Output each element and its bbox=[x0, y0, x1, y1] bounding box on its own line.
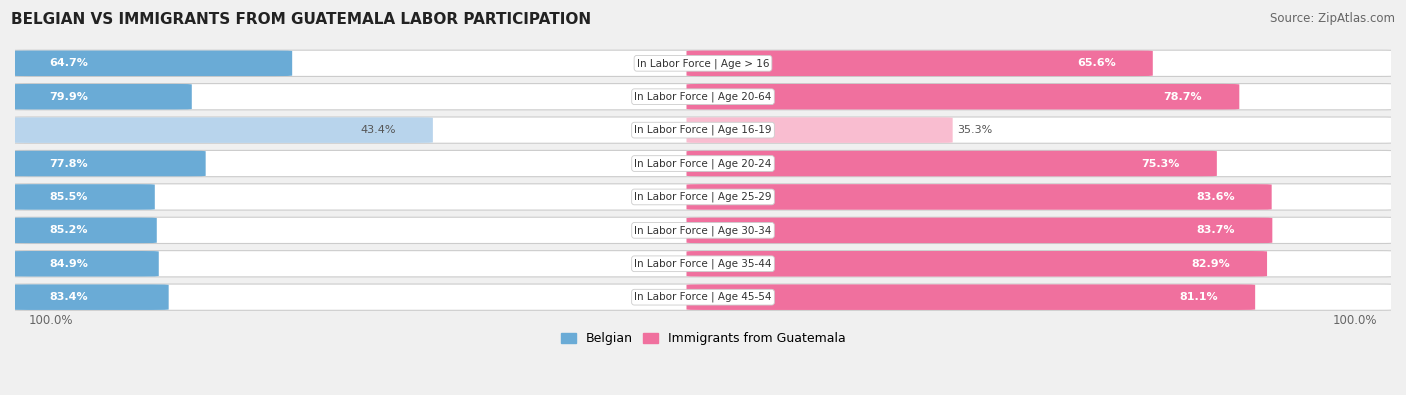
Text: In Labor Force | Age 30-34: In Labor Force | Age 30-34 bbox=[634, 225, 772, 235]
Text: In Labor Force | Age 20-24: In Labor Force | Age 20-24 bbox=[634, 158, 772, 169]
FancyBboxPatch shape bbox=[8, 184, 1398, 210]
FancyBboxPatch shape bbox=[686, 84, 1239, 109]
Text: 78.7%: 78.7% bbox=[1164, 92, 1202, 102]
Text: 85.5%: 85.5% bbox=[49, 192, 87, 202]
FancyBboxPatch shape bbox=[13, 117, 433, 143]
Text: 85.2%: 85.2% bbox=[49, 226, 89, 235]
Text: 83.6%: 83.6% bbox=[1197, 192, 1234, 202]
Text: In Labor Force | Age 16-19: In Labor Force | Age 16-19 bbox=[634, 125, 772, 135]
Text: 82.9%: 82.9% bbox=[1191, 259, 1230, 269]
FancyBboxPatch shape bbox=[8, 284, 1398, 310]
Legend: Belgian, Immigrants from Guatemala: Belgian, Immigrants from Guatemala bbox=[555, 327, 851, 350]
FancyBboxPatch shape bbox=[13, 51, 292, 76]
Text: 43.4%: 43.4% bbox=[360, 125, 395, 135]
Text: 100.0%: 100.0% bbox=[28, 314, 73, 327]
Text: 100.0%: 100.0% bbox=[1333, 314, 1378, 327]
FancyBboxPatch shape bbox=[686, 251, 1267, 276]
FancyBboxPatch shape bbox=[686, 117, 953, 143]
FancyBboxPatch shape bbox=[8, 251, 1398, 277]
FancyBboxPatch shape bbox=[686, 151, 1216, 176]
Text: 77.8%: 77.8% bbox=[49, 158, 89, 169]
Text: 79.9%: 79.9% bbox=[49, 92, 89, 102]
Text: 84.9%: 84.9% bbox=[49, 259, 89, 269]
FancyBboxPatch shape bbox=[8, 117, 1398, 143]
Text: 75.3%: 75.3% bbox=[1142, 158, 1180, 169]
FancyBboxPatch shape bbox=[686, 51, 1153, 76]
FancyBboxPatch shape bbox=[13, 218, 157, 243]
FancyBboxPatch shape bbox=[8, 150, 1398, 177]
FancyBboxPatch shape bbox=[8, 217, 1398, 243]
Text: 35.3%: 35.3% bbox=[957, 125, 993, 135]
Text: Source: ZipAtlas.com: Source: ZipAtlas.com bbox=[1270, 12, 1395, 25]
Text: In Labor Force | Age 35-44: In Labor Force | Age 35-44 bbox=[634, 258, 772, 269]
FancyBboxPatch shape bbox=[13, 284, 169, 310]
FancyBboxPatch shape bbox=[686, 284, 1256, 310]
Text: In Labor Force | Age 25-29: In Labor Force | Age 25-29 bbox=[634, 192, 772, 202]
Text: 81.1%: 81.1% bbox=[1180, 292, 1218, 302]
Text: 83.4%: 83.4% bbox=[49, 292, 89, 302]
Text: BELGIAN VS IMMIGRANTS FROM GUATEMALA LABOR PARTICIPATION: BELGIAN VS IMMIGRANTS FROM GUATEMALA LAB… bbox=[11, 12, 592, 27]
FancyBboxPatch shape bbox=[13, 84, 191, 109]
Text: 83.7%: 83.7% bbox=[1197, 226, 1236, 235]
FancyBboxPatch shape bbox=[13, 184, 155, 210]
Text: In Labor Force | Age 20-64: In Labor Force | Age 20-64 bbox=[634, 92, 772, 102]
FancyBboxPatch shape bbox=[686, 218, 1272, 243]
Text: In Labor Force | Age 45-54: In Labor Force | Age 45-54 bbox=[634, 292, 772, 303]
Text: In Labor Force | Age > 16: In Labor Force | Age > 16 bbox=[637, 58, 769, 69]
FancyBboxPatch shape bbox=[13, 151, 205, 176]
FancyBboxPatch shape bbox=[686, 184, 1271, 210]
FancyBboxPatch shape bbox=[13, 251, 159, 276]
Text: 64.7%: 64.7% bbox=[49, 58, 89, 68]
Text: 65.6%: 65.6% bbox=[1077, 58, 1115, 68]
FancyBboxPatch shape bbox=[8, 84, 1398, 110]
FancyBboxPatch shape bbox=[8, 50, 1398, 77]
